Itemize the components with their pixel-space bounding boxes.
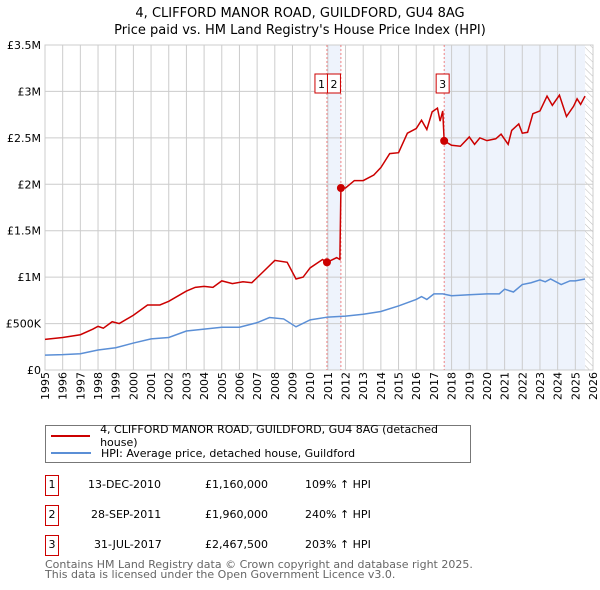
marker-badge: 1 (45, 475, 59, 496)
x-tick-label: 2003 (180, 372, 193, 400)
sale-point (440, 136, 449, 145)
sale-badge-label: 2 (330, 78, 337, 91)
hpi-change: 203% ↑ HPI (305, 538, 371, 551)
series-line (44, 278, 586, 356)
x-tick-label: 2001 (145, 372, 158, 400)
legend-label: HPI: Average price, detached house, Guil… (101, 446, 356, 460)
date: 13-DEC-2010 (88, 478, 162, 491)
sale-point (336, 184, 345, 192)
y-tick-label: £1M (18, 271, 42, 284)
date: 31-JUL-2017 (94, 538, 162, 551)
price: £1,160,000 (205, 478, 268, 491)
marker-badge: 3 (45, 535, 59, 556)
copyright-text: Contains HM Land Registry data © Crown c… (45, 558, 473, 571)
y-tick-label: £1.5M (7, 225, 41, 238)
sale-point (322, 258, 331, 267)
y-tick-label: £0 (27, 364, 41, 377)
x-tick-label: 2011 (322, 372, 335, 400)
shaded-region (444, 45, 586, 370)
x-tick-label: 1996 (57, 372, 70, 400)
legend: 4, CLIFFORD MANOR ROAD, GUILDFORD, GU4 8… (45, 423, 471, 463)
legend-item-property: 4, CLIFFORD MANOR ROAD, GUILDFORD, GU4 8… (51, 423, 470, 449)
x-tick-label: 2018 (446, 372, 459, 400)
x-tick-label: 2023 (534, 372, 547, 400)
x-tick-label: 2013 (357, 372, 370, 400)
transaction-row: 2 28-SEP-2011 £1,960,000 240% ↑ HPI (45, 505, 445, 526)
sale-badge (435, 73, 450, 94)
forecast-hatch (585, 45, 593, 370)
y-tick-label: £500K (6, 318, 42, 331)
x-tick-label: 2008 (269, 372, 282, 400)
chart-subtitle: Price paid vs. HM Land Registry's House … (114, 23, 486, 38)
marker-badge: 2 (45, 505, 59, 526)
sale-badge-label: 1 (318, 78, 325, 91)
x-tick-label: 2007 (251, 372, 264, 400)
price: £1,960,000 (205, 508, 268, 521)
transaction-row: 1 13-DEC-2010 £1,160,000 109% ↑ HPI (45, 475, 445, 496)
series-line (44, 93, 586, 341)
x-tick-label: 2026 (587, 372, 600, 400)
x-tick-label: 2020 (481, 372, 494, 400)
y-tick-label: £2.5M (7, 132, 41, 145)
x-tick-label: 2016 (410, 372, 423, 400)
legend-item-hpi: HPI: Average price, detached house, Guil… (51, 445, 355, 461)
legend-label: 4, CLIFFORD MANOR ROAD, GUILDFORD, GU4 8… (100, 423, 438, 449)
date: 28-SEP-2011 (91, 508, 162, 521)
shaded-region (326, 45, 341, 370)
x-tick-label: 1997 (74, 372, 87, 400)
x-tick-label: 2010 (304, 372, 317, 400)
x-tick-label: 2019 (463, 372, 476, 400)
x-tick-label: 2000 (127, 372, 140, 400)
x-tick-label: 2017 (428, 372, 441, 400)
footer: Contains HM Land Registry data © Crown c… (45, 558, 473, 581)
price: £2,467,500 (205, 538, 268, 551)
x-tick-label: 2004 (198, 372, 211, 400)
price-chart: 1995 1996 1997 1998 1999 2000 2001 2002 2003 2004… (6, 39, 600, 400)
y-tick-label: £3M (18, 85, 42, 98)
x-tick-label: 2015 (393, 372, 406, 400)
x-tick-label: 2012 (340, 372, 353, 400)
transaction-row: 3 31-JUL-2017 £2,467,500 203% ↑ HPI (45, 535, 445, 556)
sale-badge-label: 3 (439, 78, 446, 91)
x-tick-label: 2025 (569, 372, 582, 400)
x-tick-label: 2006 (233, 372, 246, 400)
y-tick-label: £2M (18, 178, 42, 191)
x-tick-label: 2005 (216, 372, 229, 400)
license-text: This data is licensed under the Open Gov… (45, 568, 396, 581)
x-tick-label: 1999 (110, 372, 123, 400)
plot-border (44, 44, 594, 371)
x-tick-label: 2014 (375, 372, 388, 400)
x-tick-label: 1995 (39, 372, 52, 400)
x-tick-label: 2024 (552, 372, 565, 400)
x-tick-label: 1998 (92, 372, 105, 400)
x-tick-label: 2022 (516, 372, 529, 400)
x-tick-label: 2009 (286, 372, 299, 400)
x-tick-label: 2002 (163, 372, 176, 400)
y-tick-label: £3.5M (7, 39, 41, 52)
chart-title: 4, CLIFFORD MANOR ROAD, GUILDFORD, GU4 8… (135, 6, 465, 21)
hpi-change: 240% ↑ HPI (305, 508, 371, 521)
x-tick-label: 2021 (499, 372, 512, 400)
sale-badge (326, 73, 341, 94)
hpi-change: 109% ↑ HPI (305, 478, 371, 491)
